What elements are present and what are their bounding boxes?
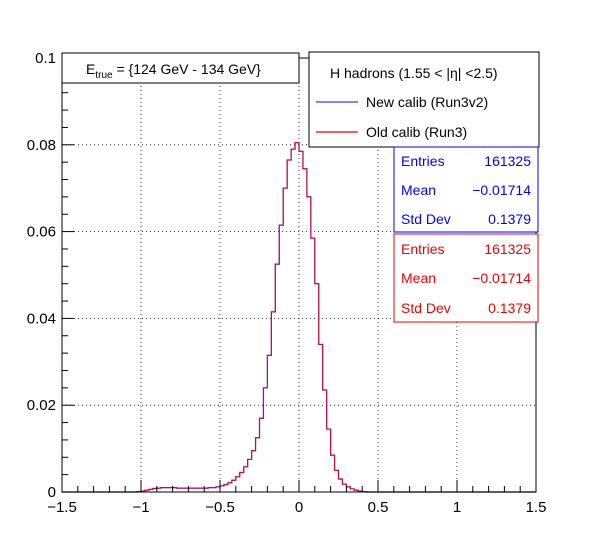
x-tick-label: −1 (132, 499, 149, 516)
y-tick-labels: 0 0.02 0.04 0.06 0.08 0.1 (27, 50, 56, 501)
y-tick-label: 0.08 (27, 137, 56, 154)
stats-std-label-old: Std Dev (401, 300, 451, 316)
stats-entries-label-new: Entries (401, 153, 445, 169)
x-tick-label: 1.5 (526, 499, 547, 516)
stats-std-label-new: Std Dev (401, 211, 451, 227)
x-tick-label: 1 (453, 499, 461, 516)
stats-std-value-new: 0.1379 (488, 211, 531, 227)
energy-range-box: Etrue = {124 GeV - 134 GeV} (61, 52, 300, 84)
energy-range-text: = {124 GeV - 134 GeV} (113, 61, 262, 77)
stats-entries-value-old: 161325 (484, 241, 531, 257)
stats-mean-label-old: Mean (401, 270, 436, 286)
x-tick-label: −1.5 (47, 499, 77, 516)
axis-ticks (61, 57, 537, 493)
stats-entries-value-new: 161325 (484, 153, 531, 169)
energy-symbol: E (86, 61, 95, 77)
x-tick-label: 0 (295, 499, 303, 516)
histogram-series (62, 142, 536, 493)
energy-subscript: true (95, 70, 113, 81)
stats-mean-value-old: −0.01714 (472, 270, 531, 286)
energy-range-frame (61, 52, 300, 84)
stats-std-value-old: 0.1379 (488, 300, 531, 316)
stats-frame-old-calib (393, 233, 539, 323)
y-tick-label: 0.04 (27, 310, 56, 327)
legend-title: H hadrons (1.55 < |η| <2.5) (330, 65, 498, 81)
stats-box-new-calib: Entries 161325 Mean −0.01714 Std Dev 0.1… (393, 146, 539, 233)
stats-box-old-calib: Entries 161325 Mean −0.01714 Std Dev 0.1… (393, 233, 539, 323)
stats-entries-label-old: Entries (401, 241, 445, 257)
x-tick-label: −0.5 (205, 499, 235, 516)
x-tick-label: 0.5 (368, 499, 389, 516)
y-tick-label: 0.02 (27, 397, 56, 414)
legend: H hadrons (1.55 < |η| <2.5) New calib (R… (308, 51, 540, 148)
legend-frame (308, 51, 540, 148)
x-tick-labels: −1.5 −1 −0.5 0 0.5 1 1.5 (47, 499, 546, 516)
histogram-old-calib (62, 142, 536, 493)
stats-mean-label-new: Mean (401, 182, 436, 198)
stats-frame-new-calib (393, 146, 539, 233)
legend-label-new-calib: New calib (Run3v2) (366, 94, 488, 110)
y-tick-label: 0.06 (27, 224, 56, 241)
stats-mean-value-new: −0.01714 (472, 182, 531, 198)
legend-label-old-calib: Old calib (Run3) (366, 124, 467, 140)
y-tick-label: 0.1 (35, 50, 56, 67)
energy-range-label: Etrue = {124 GeV - 134 GeV} (86, 61, 261, 81)
y-tick-label: 0 (48, 484, 56, 501)
